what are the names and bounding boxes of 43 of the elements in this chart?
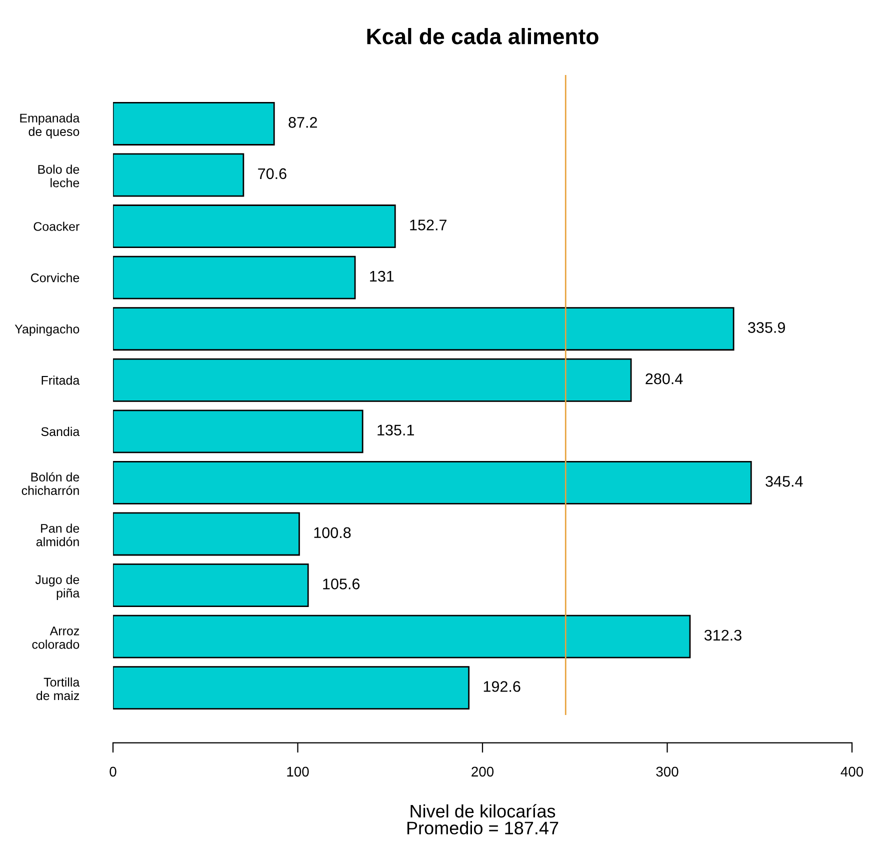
x-tick-label: 200 xyxy=(472,766,494,777)
y-tick-label: Jugo de piña xyxy=(35,574,80,600)
y-tick-label: Corviche xyxy=(30,273,80,282)
data-label: 312.3 xyxy=(704,630,742,641)
y-tick-label: Bolo de leche xyxy=(38,164,80,188)
y-tick-label: Tortilla de maiz xyxy=(36,677,80,700)
bar xyxy=(113,410,364,454)
data-label: 87.2 xyxy=(288,117,317,128)
bar xyxy=(113,564,309,607)
data-label: 70.6 xyxy=(258,168,286,180)
y-tick-label: Empanada de queso xyxy=(20,113,80,138)
bar xyxy=(113,307,734,351)
data-label: 335.9 xyxy=(748,322,785,333)
bar xyxy=(113,460,752,504)
bar xyxy=(113,666,470,710)
data-label: 105.6 xyxy=(323,578,360,590)
data-label: 192.6 xyxy=(484,681,520,692)
x-tick-label: 0 xyxy=(110,766,116,777)
y-tick-label: Fritada xyxy=(42,376,80,385)
data-label: 345.4 xyxy=(766,476,803,487)
bar xyxy=(113,358,632,402)
x-tick-label: 100 xyxy=(287,766,309,777)
x-tick-label: 300 xyxy=(656,766,678,777)
y-tick-label: Coacker xyxy=(34,222,80,231)
bar xyxy=(113,153,244,197)
data-label: 152.7 xyxy=(410,220,446,230)
data-label: 135.1 xyxy=(378,424,414,436)
bar xyxy=(113,102,275,146)
x-axis-title: Nivel de kilocarías Promedio = 187.47 xyxy=(407,804,558,834)
y-tick-label: Yapingacho xyxy=(14,324,80,336)
x-tick-label: 400 xyxy=(840,766,864,777)
y-tick-label: Sandia xyxy=(41,426,80,436)
y-tick-label: Bolón de chicharrón xyxy=(22,472,80,495)
bar xyxy=(113,256,356,300)
chart-title: Kcal de cada alimento xyxy=(367,28,598,44)
bar xyxy=(113,512,300,556)
y-tick-label: Pan de almidón xyxy=(36,524,80,546)
y-tick-label: Arroz colorado xyxy=(32,626,80,649)
bar xyxy=(113,204,396,248)
bar xyxy=(113,614,691,658)
data-label: 280.4 xyxy=(646,373,683,384)
data-label: 100.8 xyxy=(314,527,351,538)
data-label: 131 xyxy=(370,270,394,282)
